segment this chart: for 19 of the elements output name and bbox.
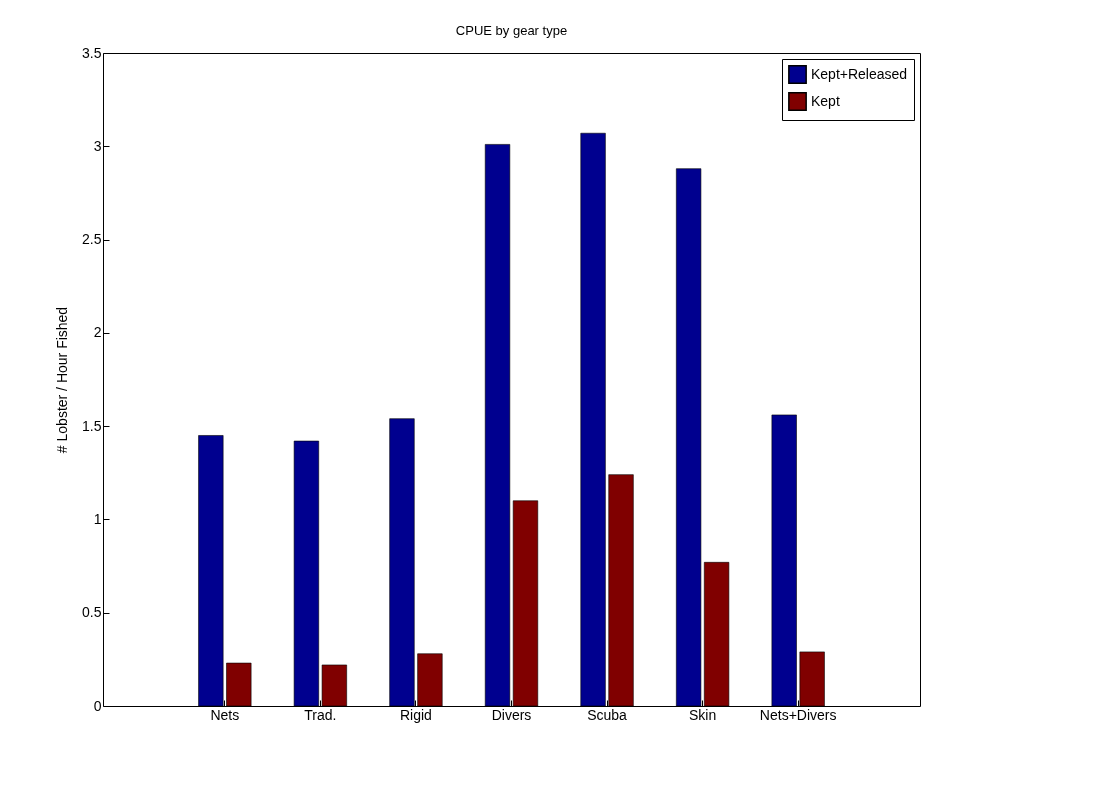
x-tick-label: Skin (688, 706, 717, 723)
y-axis-title: # Lobster / Hour Fished (54, 306, 71, 454)
y-tick-label: 3 (93, 137, 102, 154)
y-tick-label: 2.5 (82, 231, 102, 248)
x-tick-label: Trad. (304, 706, 337, 723)
y-tick-label: 0.5 (82, 604, 102, 621)
x-tick-label: Divers (491, 706, 532, 723)
y-tick-label: 1 (93, 510, 102, 527)
y-tick-label: 2 (93, 324, 102, 341)
y-tick-label: 3.5 (82, 44, 102, 61)
chart-title: CPUE by gear type (455, 23, 568, 38)
x-tick-label: Scuba (587, 706, 628, 723)
x-tick-label: Rigid (399, 706, 432, 723)
legend-label: Kept (811, 92, 840, 109)
y-tick-label: 1.5 (82, 417, 102, 434)
x-tick-label: Nets (210, 706, 240, 723)
y-tick-label: 0 (93, 697, 102, 714)
x-tick-label: Nets+Divers (759, 706, 837, 723)
legend-label: Kept+Released (811, 65, 908, 82)
